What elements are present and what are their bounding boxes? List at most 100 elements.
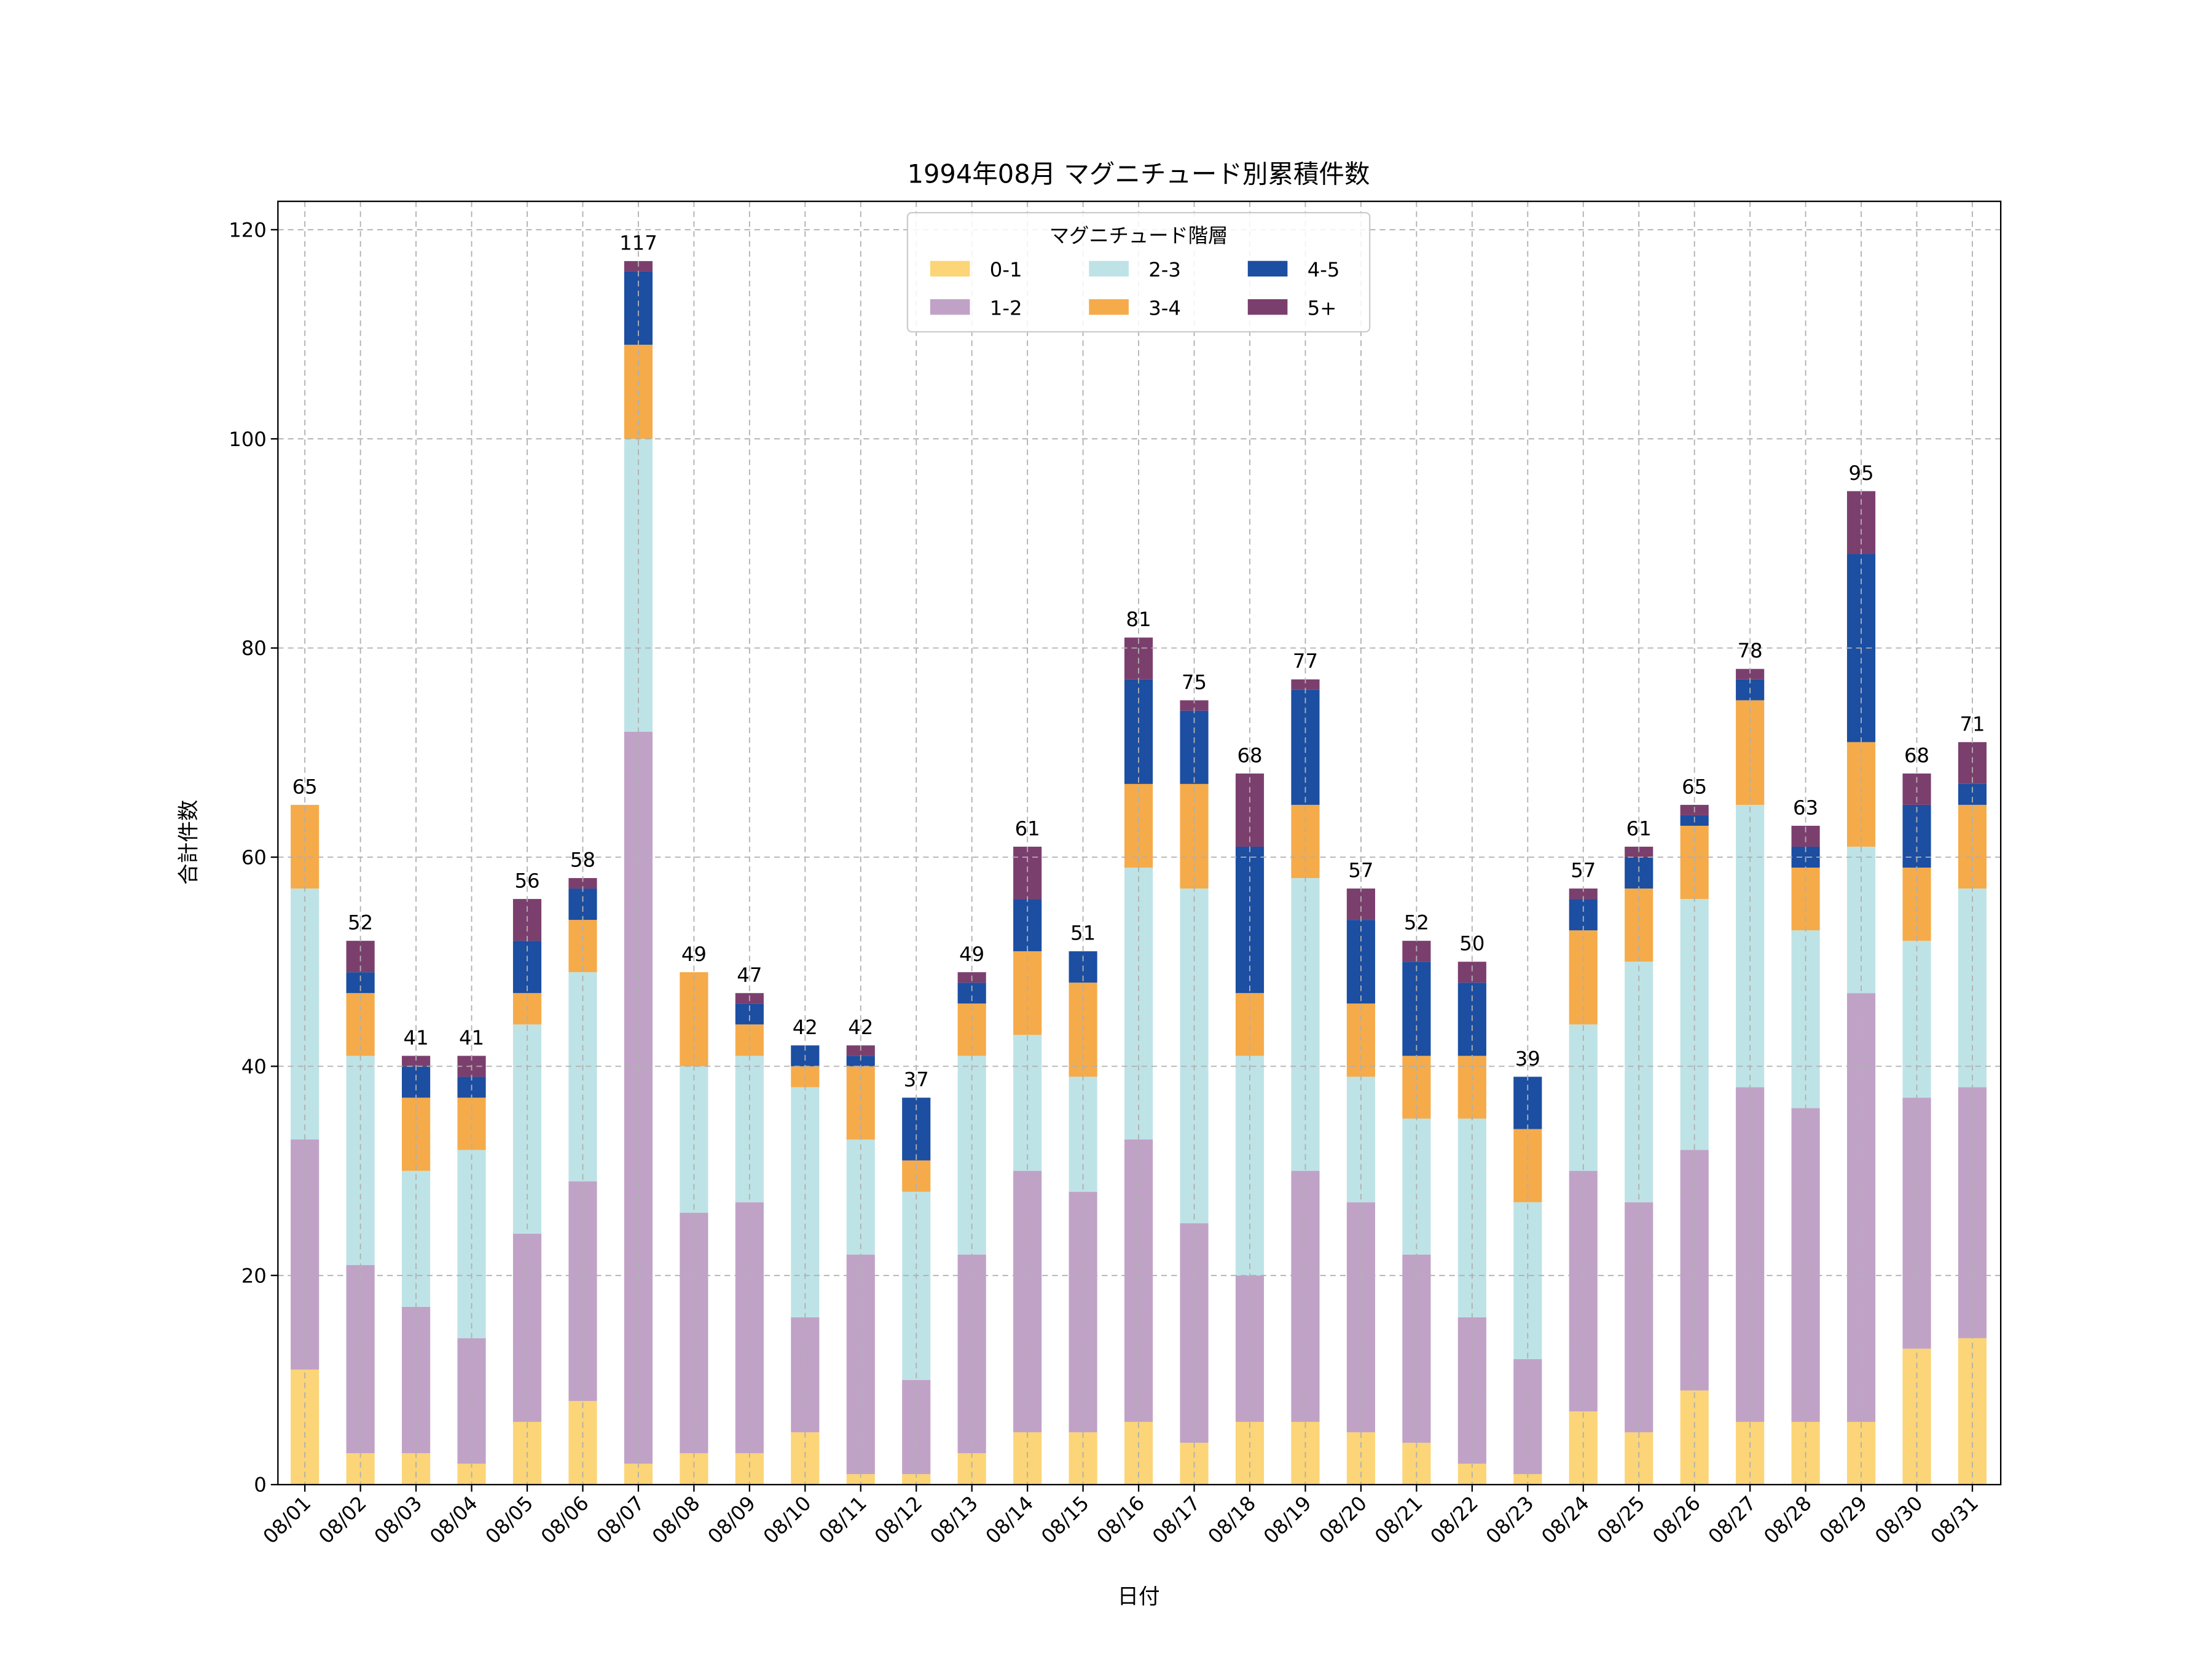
- total-label: 39: [1515, 1047, 1540, 1070]
- bar-segment-3-4: [1013, 951, 1042, 1035]
- x-tick-label: 08/03: [370, 1491, 427, 1548]
- x-tick-label: 08/15: [1037, 1491, 1094, 1548]
- y-tick-label: 40: [241, 1055, 267, 1078]
- total-label: 42: [793, 1016, 818, 1039]
- total-label: 50: [1459, 932, 1484, 955]
- total-label: 77: [1293, 649, 1318, 673]
- x-tick-label: 08/14: [981, 1491, 1038, 1548]
- bar-segment-0-1: [846, 1474, 875, 1485]
- bar-segment-0-1: [346, 1453, 375, 1485]
- total-label: 58: [570, 849, 595, 872]
- x-tick-label: 08/09: [703, 1491, 760, 1548]
- bars: [291, 261, 1987, 1485]
- x-tick-label: 08/26: [1648, 1491, 1705, 1548]
- total-label: 49: [681, 943, 707, 966]
- x-axis-label: 日付: [1117, 1585, 1159, 1609]
- bar-segment-0-1: [1958, 1338, 1987, 1485]
- total-label: 68: [1237, 743, 1262, 767]
- total-label: 81: [1126, 608, 1151, 631]
- x-tick-label: 08/07: [592, 1491, 649, 1548]
- total-label: 52: [1404, 911, 1429, 935]
- x-tick-label: 08/04: [425, 1491, 482, 1548]
- x-tick-label: 08/17: [1148, 1491, 1205, 1548]
- legend-label: 2-3: [1148, 258, 1181, 281]
- x-tick-label: 08/31: [1926, 1491, 1983, 1548]
- x-tick-label: 08/16: [1092, 1491, 1150, 1548]
- x-axis: 08/0108/0208/0308/0408/0508/0608/0708/08…: [259, 1484, 1983, 1548]
- x-tick-label: 08/22: [1426, 1491, 1483, 1548]
- total-label: 41: [459, 1026, 484, 1049]
- y-axis: 0 20 40 60 80 100 120: [229, 218, 278, 1497]
- bar-segment-5+: [402, 1056, 431, 1067]
- bar-segment-5+: [1569, 888, 1598, 900]
- total-label: 42: [848, 1016, 873, 1039]
- bar-segment-4-5: [1625, 857, 1653, 889]
- x-tick-label: 08/01: [259, 1491, 316, 1548]
- y-tick-label: 120: [229, 218, 267, 241]
- total-label: 49: [959, 943, 984, 966]
- x-tick-label: 08/29: [1815, 1491, 1872, 1548]
- bar-segment-0-1: [735, 1453, 764, 1485]
- legend-label: 5+: [1308, 296, 1337, 320]
- bar-segment-4-5: [402, 1066, 431, 1098]
- y-tick-label: 100: [229, 428, 267, 451]
- total-label: 65: [292, 775, 318, 798]
- x-tick-label: 08/23: [1481, 1491, 1539, 1548]
- total-label: 63: [1793, 796, 1818, 819]
- bar-segment-0-1: [902, 1474, 931, 1485]
- bar-segment-1-2: [1124, 1139, 1153, 1422]
- legend-label: 3-4: [1148, 296, 1181, 320]
- x-tick-label: 08/05: [481, 1491, 538, 1548]
- total-label: 57: [1348, 859, 1373, 882]
- x-tick-label: 08/30: [1870, 1491, 1928, 1548]
- total-label: 95: [1849, 461, 1874, 485]
- legend-label: 0-1: [990, 258, 1022, 281]
- x-tick-label: 08/02: [314, 1491, 371, 1548]
- bar-segment-0-1: [957, 1453, 986, 1485]
- total-label: 37: [904, 1068, 929, 1091]
- bar-segment-5+: [1180, 700, 1209, 711]
- y-tick-label: 60: [241, 846, 267, 869]
- x-tick-label: 08/28: [1759, 1491, 1816, 1548]
- total-label: 41: [404, 1026, 429, 1049]
- x-tick-label: 08/08: [648, 1491, 705, 1548]
- total-label: 52: [348, 911, 373, 935]
- x-tick-label: 08/18: [1204, 1491, 1261, 1548]
- bar-segment-0-1: [1513, 1474, 1542, 1485]
- total-label: 68: [1904, 743, 1929, 767]
- bar-segment-2-3: [791, 1087, 820, 1317]
- x-tick-label: 08/24: [1537, 1491, 1594, 1548]
- legend-swatch-3-4: [1089, 299, 1129, 315]
- bar-segment-4-5: [1513, 1077, 1542, 1129]
- x-tick-label: 08/13: [925, 1491, 982, 1548]
- legend-swatch-2-3: [1089, 261, 1129, 276]
- y-axis-label: 合計件数: [176, 800, 201, 885]
- y-tick-label: 20: [241, 1264, 267, 1287]
- legend-swatch-5+: [1247, 299, 1288, 315]
- chart-title: 1994年08月 マグニチュード別累積件数: [908, 159, 1370, 189]
- bar-segment-1-2: [1457, 1317, 1486, 1464]
- legend-swatch-1-2: [930, 299, 970, 315]
- total-label: 56: [514, 869, 539, 893]
- bar-segment-4-5: [1569, 899, 1598, 931]
- x-tick-label: 08/12: [870, 1491, 927, 1548]
- x-tick-label: 08/25: [1593, 1491, 1650, 1548]
- total-labels: 65 52 41 41 56 58 117 49 47 42 42 37 49 61 51 81 75 68 77 5…: [292, 231, 1985, 1091]
- bar-segment-0-1: [680, 1453, 708, 1485]
- x-tick-label: 08/20: [1314, 1491, 1371, 1548]
- bar-segment-3-4: [1124, 783, 1153, 868]
- x-tick-label: 08/11: [814, 1491, 871, 1548]
- total-label: 51: [1070, 922, 1096, 945]
- legend-swatch-4-5: [1247, 261, 1288, 276]
- bar-segment-1-2: [1680, 1150, 1709, 1390]
- x-tick-label: 08/21: [1370, 1491, 1427, 1548]
- legend: マグニチュード階層 0-1 1-2 2-3 3-4 4-5 5+: [906, 212, 1371, 333]
- bar-segment-1-2: [1569, 1171, 1598, 1412]
- bar-segment-1-2: [1069, 1191, 1097, 1433]
- bar-segment-5+: [1736, 669, 1765, 680]
- bar-segment-1-2: [402, 1306, 431, 1454]
- total-label: 61: [1626, 817, 1652, 841]
- total-label: 117: [619, 231, 657, 254]
- total-label: 75: [1182, 670, 1207, 694]
